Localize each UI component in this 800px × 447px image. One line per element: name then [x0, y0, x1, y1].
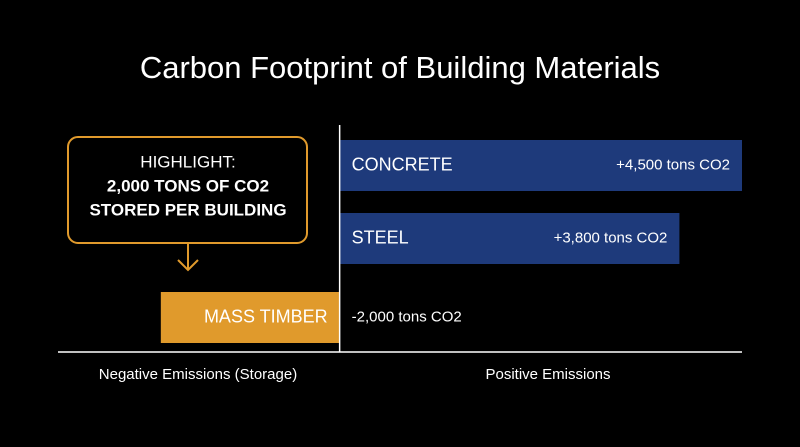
bar	[339, 213, 680, 264]
annotation-line: HIGHLIGHT:	[140, 152, 235, 171]
value-label: +4,500 tons CO2	[616, 156, 730, 173]
category-label: CONCRETE	[352, 154, 453, 174]
annotation-line: 2,000 TONS OF CO2	[107, 176, 269, 195]
value-label: -2,000 tons CO2	[352, 308, 462, 325]
category-label: MASS TIMBER	[204, 306, 328, 326]
annotation-line: STORED PER BUILDING	[89, 200, 286, 219]
callout-arrowhead	[177, 259, 199, 272]
axis-label: Negative Emissions (Storage)	[99, 366, 297, 383]
category-label: STEEL	[352, 227, 409, 247]
chart-title: Carbon Footprint of Building Materials	[140, 50, 660, 85]
value-label: +3,800 tons CO2	[554, 229, 668, 246]
bar	[160, 292, 340, 343]
bar	[339, 140, 742, 191]
axis-label: Positive Emissions	[485, 366, 610, 383]
